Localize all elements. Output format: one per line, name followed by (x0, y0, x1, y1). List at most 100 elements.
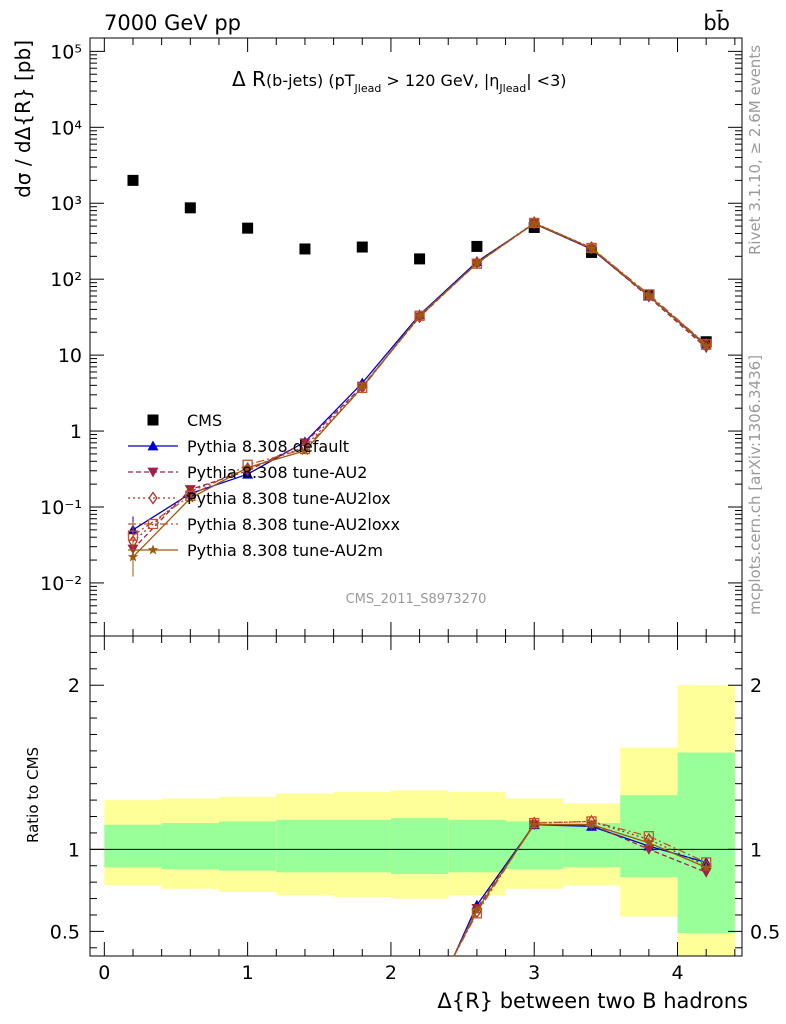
legend-item: Pythia 8.308 default (128, 437, 349, 456)
ratio-y-tick-label: 1 (68, 839, 80, 861)
legend-label: Pythia 8.308 default (187, 437, 349, 456)
data-point (357, 381, 368, 392)
data-point (184, 202, 196, 214)
ratio-frame (89, 635, 743, 957)
data-point (242, 222, 254, 234)
data-point (242, 462, 253, 473)
legend-marker (147, 414, 159, 426)
ratio-ylabel: Ratio to CMS (24, 747, 42, 843)
uncertainty-band-inner (276, 819, 334, 873)
series-5 (127, 217, 712, 577)
ratio-bands (104, 685, 735, 956)
ratio-point (529, 816, 539, 830)
chart-title: Δ R(b-jets) (pTJlead > 120 GeV, |ηJlead|… (232, 67, 567, 95)
xlabel: Δ{R} between two B hadrons (437, 989, 748, 1013)
legend-item: CMS (147, 411, 222, 430)
ratio-y-tick-label: 0.5 (750, 921, 780, 943)
uncertainty-band-inner (161, 823, 219, 870)
legend-item: Pythia 8.308 tune-AU2lox (128, 489, 391, 508)
legend-marker (148, 491, 158, 505)
legend-marker (147, 544, 159, 555)
data-point (529, 216, 539, 230)
data-point (127, 551, 139, 562)
series-line (132, 222, 707, 531)
ratio-point (471, 904, 483, 915)
data-point (586, 241, 597, 255)
data-point (471, 257, 483, 268)
data-point (299, 438, 311, 449)
series-3 (128, 216, 711, 562)
y-tick-label: 10 (58, 345, 82, 367)
legend-label: CMS (187, 411, 222, 430)
uncertainty-band-inner (218, 821, 277, 871)
ratio-line (453, 820, 707, 957)
legend: CMS Pythia 8.308 default Pythia 8.308 tune… (128, 411, 400, 560)
ratio-y-tick-label: 2 (68, 675, 80, 697)
data-point (471, 240, 483, 252)
data-point (700, 340, 712, 351)
ratio-point (529, 819, 540, 830)
main-series-layer (127, 174, 712, 577)
mcplots-label: mcplots.cern.ch [arXiv:1306.3436] (746, 355, 764, 615)
uncertainty-band-inner (390, 818, 449, 874)
data-point (643, 290, 655, 301)
ratio-point (586, 819, 597, 830)
uncertainty-band-inner (104, 824, 162, 868)
legend-label: Pythia 8.308 tune-AU2loxx (187, 515, 400, 534)
uncertainty-band-inner (448, 819, 506, 873)
ratio-y-tick-label: 2 (750, 675, 762, 697)
main-axis-ticks: 10⁻² 10⁻¹ 1 10 10² 10³ 10⁴ 10⁵ (40, 38, 742, 637)
y-tick-label: 10⁻¹ (40, 497, 82, 519)
x-tick-label: 4 (671, 962, 683, 984)
legend-item: Pythia 8.308 tune-AU2m (128, 541, 383, 560)
y-tick-label: 10⁴ (50, 117, 82, 139)
uncertainty-band-inner (333, 819, 391, 873)
legend-label: Pythia 8.308 tune-AU2lox (187, 489, 391, 508)
data-point (299, 443, 311, 455)
x-tick-label: 0 (98, 962, 110, 984)
ratio-point (643, 837, 655, 848)
data-point (299, 243, 311, 255)
ratio-y-tick-label: 1 (750, 839, 762, 861)
x-tick-label: 1 (242, 962, 254, 984)
legend-marker (147, 518, 159, 530)
y-tick-label: 10⁻² (40, 573, 82, 595)
legend-marker (147, 440, 159, 451)
data-point (414, 253, 426, 265)
legend-item: Pythia 8.308 tune-AU2loxx (128, 515, 400, 534)
ratio-panel: 0.5 0.5 1 1 2 2 0 1 2 3 4 (50, 635, 780, 984)
uncertainty-band-inner (677, 752, 735, 934)
ratio-series-layer (453, 814, 712, 957)
ratio-point (700, 861, 712, 872)
data-point (529, 217, 540, 228)
y-tick-label: 10⁵ (50, 41, 82, 63)
data-point (127, 530, 139, 541)
ratio-point (701, 859, 711, 873)
y-tick-label: 1 (70, 421, 82, 443)
ratio-y-tick-label: 0.5 (50, 921, 80, 943)
process-label: bb̄ (703, 10, 730, 35)
data-point (586, 242, 597, 253)
data-point (356, 241, 368, 253)
ratio-point (643, 844, 655, 855)
energy-label: 7000 GeV pp (104, 11, 241, 35)
data-point (299, 445, 311, 456)
y-tick-label: 10² (50, 269, 82, 291)
svg-text:Δ R(b-jets) (pTJlead > 120 Ge: Δ R(b-jets) (pTJlead > 120 GeV, |ηJlead|… (232, 67, 567, 95)
data-point (701, 339, 712, 350)
main-ylabel: dσ / dΔ{R} [pb] (11, 40, 35, 198)
x-tick-label: 2 (385, 962, 397, 984)
ratio-line (453, 824, 707, 957)
data-point (184, 485, 196, 495)
ratio-series-4 (453, 819, 712, 957)
data-point (127, 174, 139, 186)
analysis-id: CMS_2011_S8973270 (346, 592, 487, 607)
ratio-line (453, 824, 707, 957)
data-point (185, 492, 196, 503)
data-point (414, 310, 425, 321)
legend-label: Pythia 8.308 tune-AU2 (187, 463, 367, 482)
rivet-label: Rivet 3.1.10, ≥ 2.6M events (746, 45, 764, 255)
x-tick-label: 3 (528, 962, 540, 984)
y-tick-label: 10³ (50, 193, 82, 215)
